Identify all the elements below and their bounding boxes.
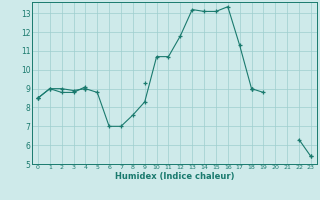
- X-axis label: Humidex (Indice chaleur): Humidex (Indice chaleur): [115, 172, 234, 181]
